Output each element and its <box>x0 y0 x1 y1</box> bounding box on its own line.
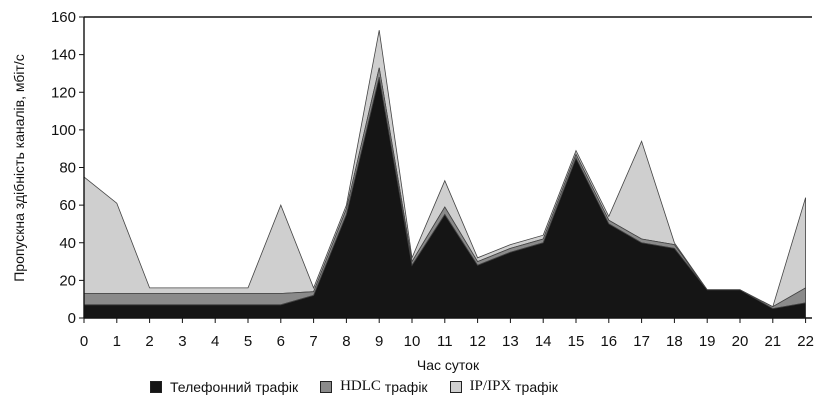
x-tick-label: 5 <box>244 333 252 350</box>
x-tick-label: 12 <box>469 333 486 350</box>
x-tick-labels: 0 1 2 3 4 5 6 7 8 9 10 11 12 13 14 15 16 17 18 19 20 21 22 <box>80 333 814 350</box>
chart-axes <box>79 16 812 323</box>
y-tick-label: 80 <box>59 160 76 177</box>
legend-label-ipx-suffix: трафік <box>511 378 558 395</box>
chart-areas <box>83 30 806 319</box>
y-tick-label: 140 <box>51 47 76 64</box>
legend-item-ipx: IP/IPX трафік <box>449 378 558 395</box>
y-tick-label: 160 <box>51 9 76 26</box>
x-tick-label: 13 <box>502 333 519 350</box>
y-tick-label: 20 <box>59 272 76 289</box>
y-tick-label: 100 <box>51 122 76 139</box>
x-tick-label: 16 <box>600 333 617 350</box>
legend-item-hdlc: HDLC трафік <box>320 378 428 395</box>
legend-swatch-ipx <box>449 380 462 393</box>
y-tick-label: 40 <box>59 235 76 252</box>
legend-swatch-telephone <box>150 380 162 393</box>
x-tick-label: 18 <box>666 333 683 350</box>
legend-label-hdlc-prefix: HDLC <box>340 378 381 394</box>
x-tick-label: 20 <box>732 333 749 350</box>
y-axis-title: Пропускна здібність каналів, мбіт/с <box>11 54 27 282</box>
legend-label-telephone: Телефонний трафік <box>170 378 299 395</box>
legend-swatch-hdlc <box>320 380 333 393</box>
x-tick-label: 14 <box>535 333 552 350</box>
x-tick-label: 2 <box>145 333 153 350</box>
x-tick-label: 0 <box>80 333 88 350</box>
y-tick-labels: 0 20 40 60 80 100 120 140 160 <box>51 9 76 327</box>
x-tick-label: 8 <box>342 333 350 350</box>
x-tick-label: 1 <box>113 333 121 350</box>
x-tick-label: 4 <box>211 333 219 350</box>
x-tick-label: 7 <box>309 333 317 350</box>
legend-label-ipx-prefix: IP/IPX <box>469 378 512 394</box>
x-tick-label: 17 <box>633 333 650 350</box>
x-tick-label: 10 <box>404 333 421 350</box>
x-tick-label: 19 <box>699 333 716 350</box>
x-tick-label: 21 <box>764 333 781 350</box>
x-tick-label: 22 <box>797 333 814 350</box>
legend-item-telephone: Телефонний трафік <box>150 379 298 395</box>
legend: Телефонний трафік HDLC трафік IP/IPX тра… <box>150 378 580 395</box>
y-tick-label: 120 <box>51 84 76 101</box>
y-tick-label: 60 <box>59 197 76 214</box>
legend-label-hdlc-suffix: трафік <box>380 378 428 395</box>
x-tick-label: 15 <box>568 333 585 350</box>
y-tick-label: 0 <box>68 310 76 327</box>
x-axis-title: Час суток <box>417 357 480 373</box>
x-tick-label: 11 <box>437 333 453 350</box>
x-tick-label: 3 <box>178 333 186 350</box>
x-tick-label: 9 <box>375 333 383 350</box>
x-tick-label: 6 <box>277 333 285 350</box>
